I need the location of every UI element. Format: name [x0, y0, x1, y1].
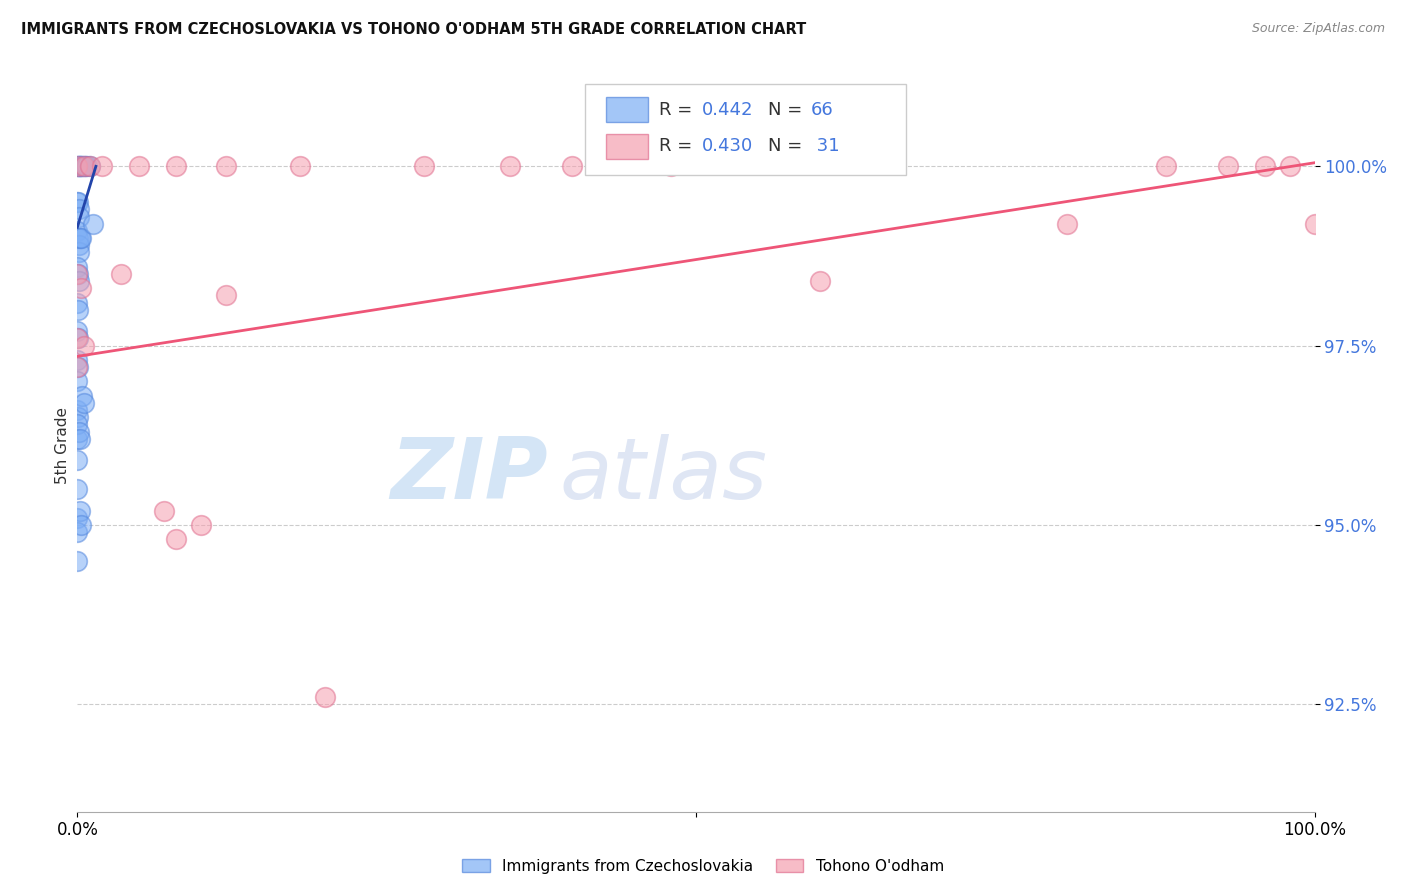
Point	[72, 338, 94, 352]
Point	[153, 503, 176, 517]
Point	[67, 245, 90, 260]
Point	[72, 396, 94, 410]
Point	[70, 517, 93, 532]
Point	[67, 274, 90, 288]
Text: N =: N =	[768, 137, 807, 155]
FancyBboxPatch shape	[606, 134, 648, 159]
Point	[1303, 217, 1326, 231]
Point	[66, 224, 89, 238]
Text: N =: N =	[768, 101, 807, 119]
Point	[66, 453, 89, 467]
Text: 0.430: 0.430	[702, 137, 754, 155]
Text: Source: ZipAtlas.com: Source: ZipAtlas.com	[1251, 22, 1385, 36]
Point	[659, 159, 682, 173]
Point	[66, 159, 89, 173]
Point	[70, 159, 93, 173]
Point	[1056, 217, 1078, 231]
Point	[808, 274, 831, 288]
Point	[66, 159, 89, 173]
Point	[67, 159, 90, 173]
Point	[67, 210, 90, 224]
Point	[67, 159, 90, 173]
Point	[165, 533, 187, 547]
Point	[69, 159, 91, 173]
Point	[66, 260, 89, 274]
Text: R =: R =	[659, 137, 697, 155]
Point	[66, 267, 89, 281]
Point	[70, 281, 93, 295]
Point	[110, 267, 132, 281]
Point	[561, 159, 583, 173]
Point	[66, 869, 89, 883]
Point	[190, 517, 212, 532]
Point	[1154, 159, 1177, 173]
Point	[72, 159, 94, 173]
Point	[66, 295, 89, 310]
Point	[66, 267, 89, 281]
Point	[1216, 159, 1239, 173]
Point	[66, 524, 89, 539]
Point	[288, 159, 311, 173]
Point	[67, 238, 90, 252]
FancyBboxPatch shape	[585, 84, 907, 176]
Point	[67, 425, 90, 439]
Text: R =: R =	[659, 101, 697, 119]
Y-axis label: 5th Grade: 5th Grade	[55, 408, 70, 484]
Point	[66, 331, 89, 345]
Point	[66, 510, 89, 524]
Point	[1254, 159, 1277, 173]
Point	[73, 159, 96, 173]
Point	[314, 690, 336, 704]
Text: 0.442: 0.442	[702, 101, 754, 119]
Point	[66, 331, 89, 345]
Point	[66, 353, 89, 368]
Point	[66, 195, 89, 210]
Point	[91, 159, 114, 173]
Point	[412, 159, 434, 173]
Point	[66, 410, 89, 425]
Point	[66, 302, 89, 317]
Text: 66: 66	[811, 101, 834, 119]
Point	[66, 482, 89, 496]
Text: atlas: atlas	[560, 434, 768, 516]
Point	[79, 159, 101, 173]
Point	[66, 231, 89, 245]
Point	[215, 159, 238, 173]
Point	[1278, 159, 1301, 173]
Point	[128, 159, 150, 173]
Point	[66, 324, 89, 338]
Point	[70, 231, 93, 245]
Point	[66, 417, 89, 432]
Text: IMMIGRANTS FROM CZECHOSLOVAKIA VS TOHONO O'ODHAM 5TH GRADE CORRELATION CHART: IMMIGRANTS FROM CZECHOSLOVAKIA VS TOHONO…	[21, 22, 806, 37]
Point	[66, 195, 89, 210]
Point	[72, 159, 94, 173]
Point	[69, 231, 91, 245]
Point	[69, 432, 91, 446]
Point	[66, 360, 89, 375]
Point	[76, 159, 98, 173]
Legend: Immigrants from Czechoslovakia, Tohono O'odham: Immigrants from Czechoslovakia, Tohono O…	[456, 853, 950, 880]
Point	[69, 159, 91, 173]
Point	[70, 159, 93, 173]
FancyBboxPatch shape	[606, 97, 648, 122]
Point	[82, 217, 104, 231]
Point	[66, 159, 89, 173]
Point	[72, 389, 94, 403]
Point	[499, 159, 522, 173]
Text: 31: 31	[811, 137, 839, 155]
Point	[66, 375, 89, 389]
Point	[66, 432, 89, 446]
Point	[165, 159, 187, 173]
Point	[66, 360, 89, 375]
Point	[79, 159, 101, 173]
Point	[69, 503, 91, 517]
Point	[66, 554, 89, 568]
Text: ZIP: ZIP	[389, 434, 547, 516]
Point	[215, 288, 238, 302]
Point	[72, 159, 94, 173]
Point	[66, 403, 89, 417]
Point	[67, 202, 90, 217]
Point	[75, 159, 97, 173]
